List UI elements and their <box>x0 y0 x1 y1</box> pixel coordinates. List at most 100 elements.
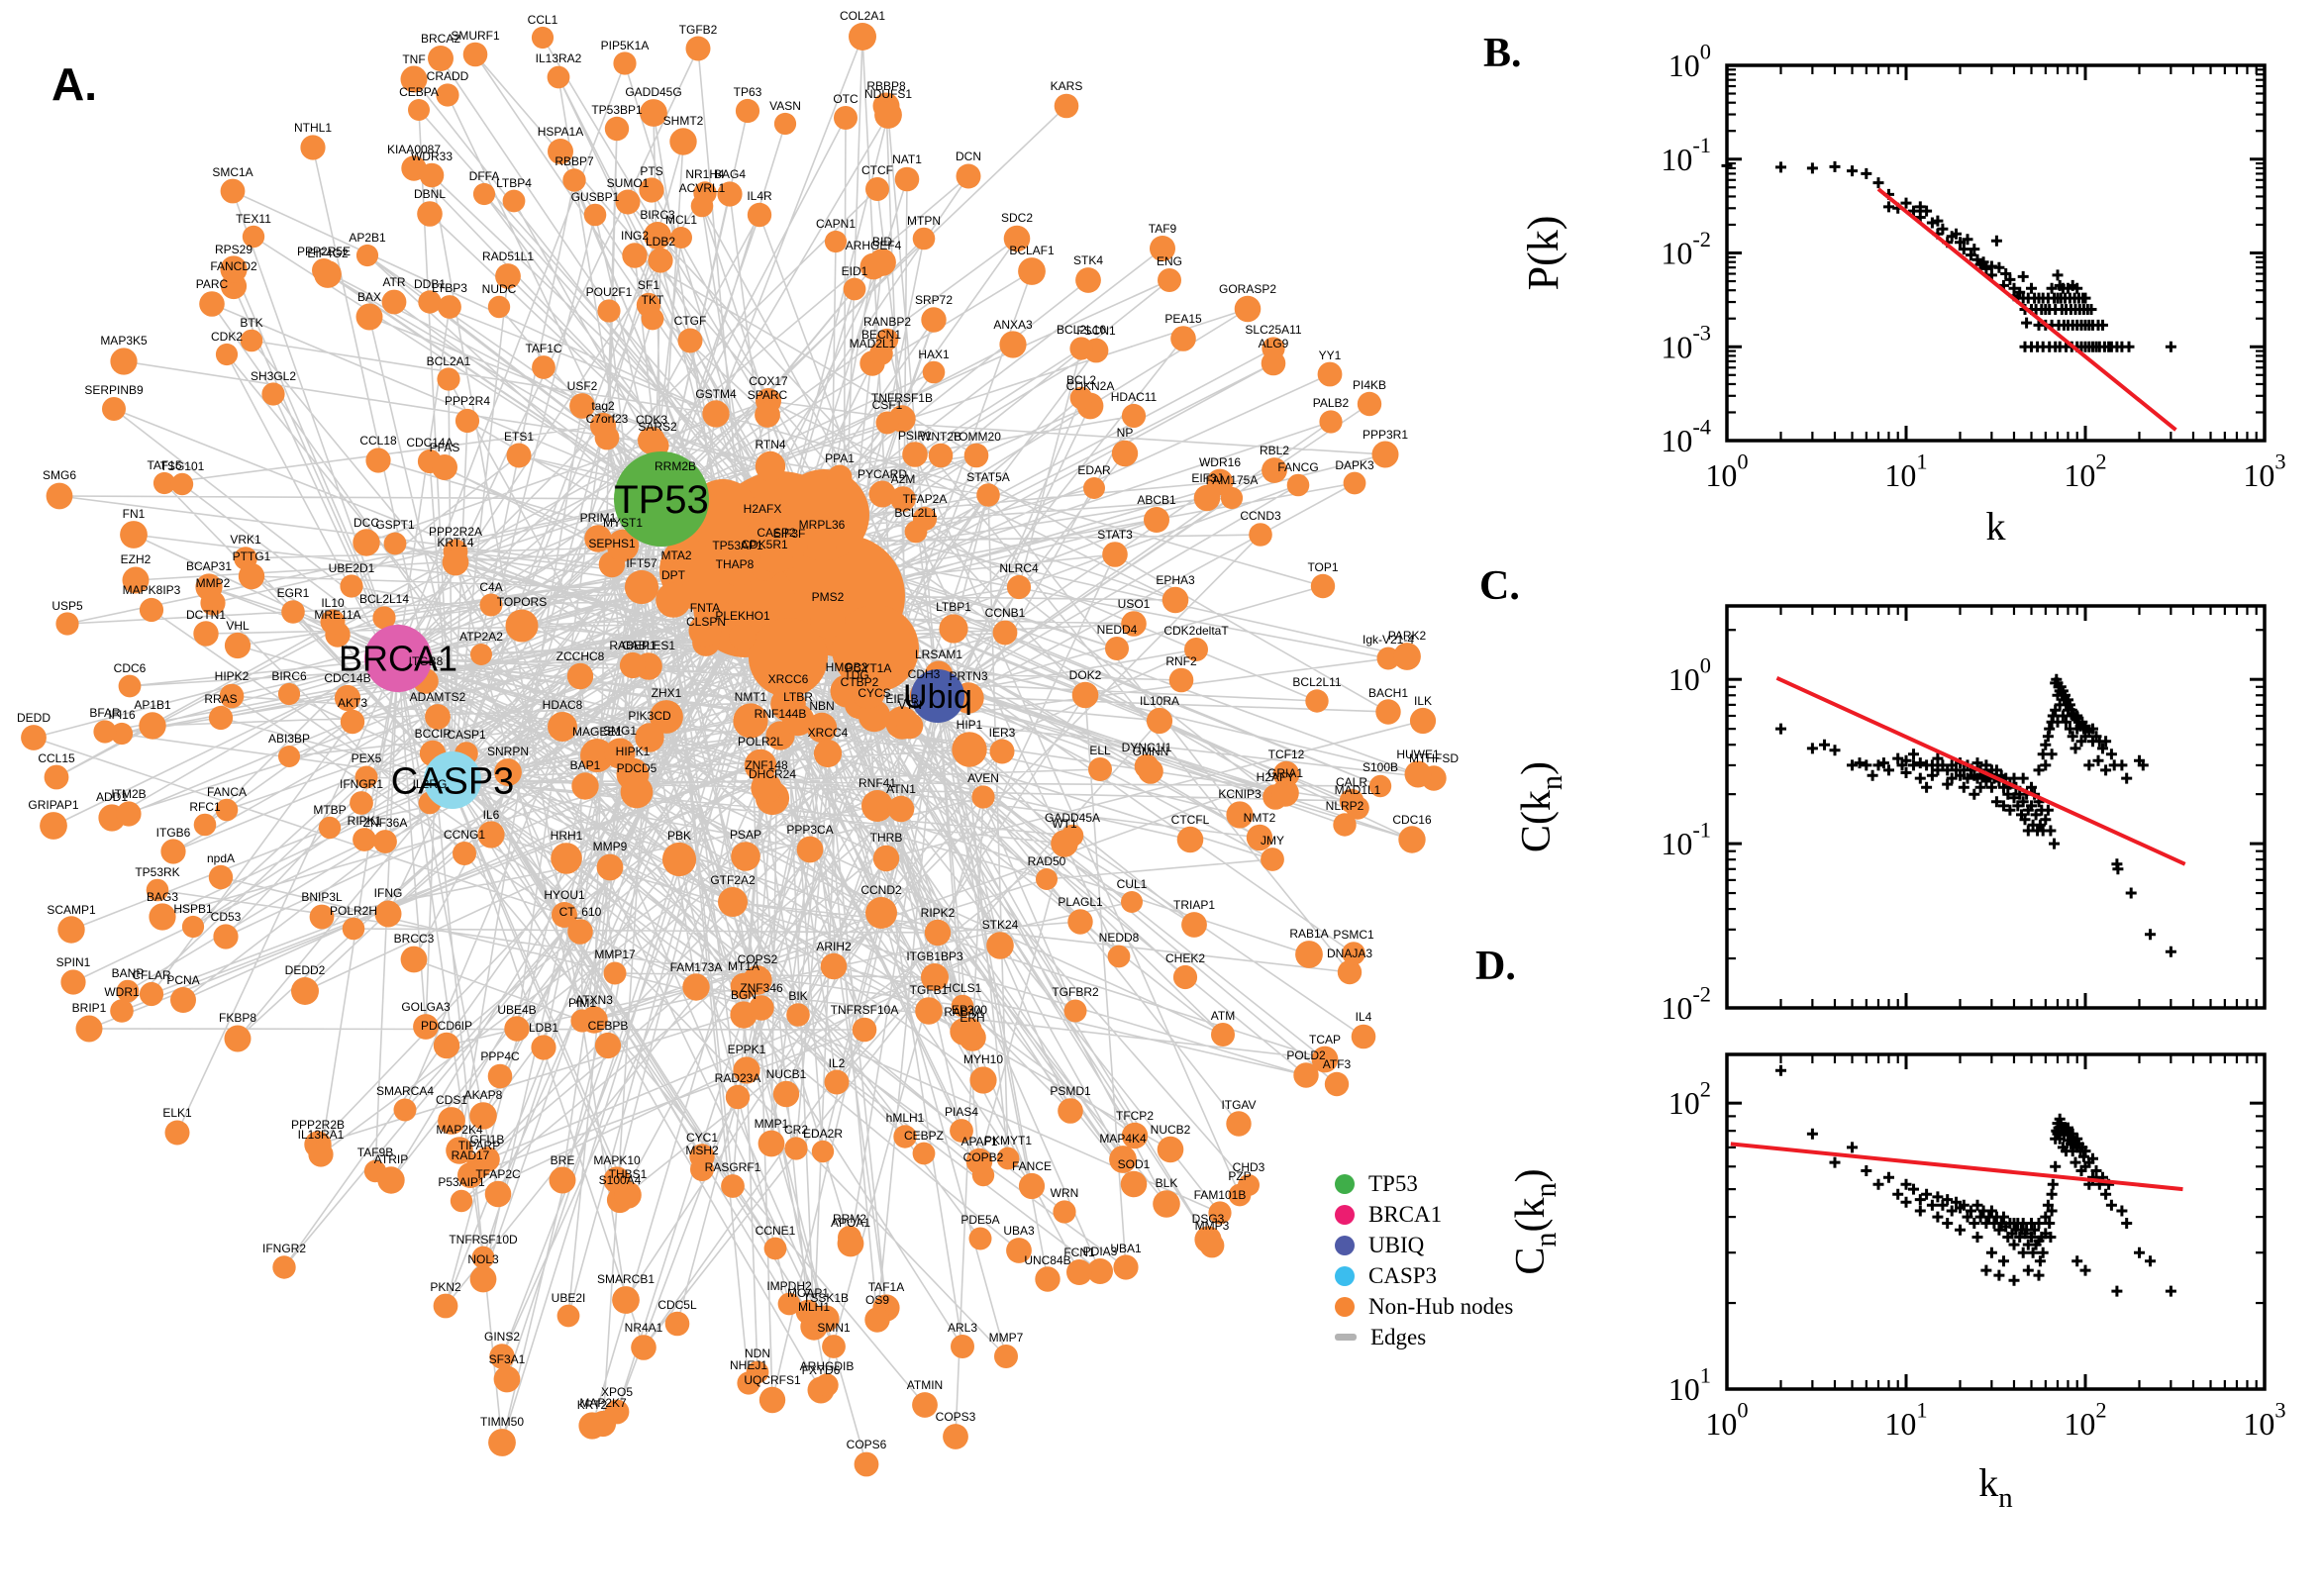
network-node <box>432 454 457 480</box>
network-node-label: KRT14 <box>437 536 473 549</box>
network-node <box>354 765 378 789</box>
network-node-label: LRSAM1 <box>915 648 962 661</box>
network-node-label: SMARCA4 <box>376 1084 434 1098</box>
network-node-label: TNFRSF1B <box>871 391 933 405</box>
network-node <box>170 472 194 496</box>
network-node-label: POLR2L <box>738 735 783 748</box>
network-node-label: GFI1B <box>470 1133 505 1147</box>
network-node-label: CCNE1 <box>756 1224 796 1238</box>
network-node-label: PDCD5 <box>617 761 657 775</box>
network-node-label: PSMD1 <box>1050 1084 1091 1098</box>
network-node-label: EIF4B <box>885 692 918 706</box>
network-node <box>116 979 140 1003</box>
network-node-label: CFLAR <box>132 968 171 982</box>
network-node-label: PRIM1 <box>580 511 617 525</box>
network-node-label: IFT57 <box>626 556 657 570</box>
network-node-label: EIF3F <box>773 527 806 541</box>
network-node-label: TOPORS <box>497 595 547 609</box>
network-node-label: CDKN2A <box>1066 379 1115 393</box>
network-node-label: HCLS1 <box>944 981 982 995</box>
network-node <box>495 263 521 289</box>
network-node-label: TP63 <box>734 85 762 99</box>
legend-item: Edges <box>1335 1322 1513 1352</box>
network-node <box>488 1429 516 1456</box>
network-node-label: PIK3CD <box>628 709 671 723</box>
y-tick-label: 100 <box>1668 39 1711 83</box>
network-node <box>55 612 79 636</box>
network-node <box>894 166 920 192</box>
network-node <box>596 853 624 881</box>
network-node-label: ITGB6 <box>156 826 191 840</box>
network-node <box>690 1157 714 1181</box>
network-node <box>806 712 838 744</box>
network-node-label: HAX1 <box>918 348 950 361</box>
network-node-label: OS9 <box>865 1293 889 1307</box>
network-node-label: PZP <box>1228 1169 1251 1183</box>
network-node-label: TAF1C <box>525 342 561 355</box>
network-node-label: FXYD6 <box>802 1363 841 1377</box>
network-node <box>852 1017 877 1043</box>
network-node-label: TAF15 <box>147 458 181 472</box>
network-node-label: TIMM50 <box>480 1415 524 1429</box>
network-node <box>240 329 263 352</box>
network-node <box>122 566 150 594</box>
legend-swatch-edges <box>1335 1334 1357 1341</box>
network-node-label: NOL3 <box>467 1252 499 1266</box>
network-node <box>1035 1266 1060 1292</box>
network-node <box>181 915 205 939</box>
network-node-label: BLK <box>1156 1176 1178 1190</box>
network-node <box>952 732 987 767</box>
network-node <box>1310 573 1336 599</box>
network-node-label: NLRC4 <box>999 561 1039 575</box>
legend-swatch-tp53 <box>1335 1173 1355 1194</box>
network-node <box>1006 574 1032 600</box>
network-node-label: ZCCHC8 <box>556 649 605 663</box>
network-node <box>215 798 239 822</box>
x-axis-label: kn <box>1978 1460 2012 1514</box>
network-node <box>433 1293 458 1319</box>
network-node-label: TFAP2A <box>903 492 948 506</box>
network-node <box>340 709 365 735</box>
network-node-label: GTF2A2 <box>710 873 756 887</box>
network-node-label: BRCC3 <box>394 932 435 946</box>
y-tick-label: 10-2 <box>1661 227 1711 271</box>
network-node-label: MMP1 <box>755 1117 789 1131</box>
network-node <box>1261 848 1284 871</box>
network-node-label: LDB1 <box>529 1021 558 1035</box>
network-node-label: DCC <box>354 516 379 530</box>
network-node-label: MMP3 <box>1195 1219 1230 1233</box>
network-node-label: VTN <box>898 698 922 712</box>
network-node-label: FAM173A <box>670 960 723 974</box>
network-node-label: PSAP <box>730 828 761 842</box>
network-node-label: FCN1 <box>1063 1246 1095 1259</box>
network-node <box>489 1344 515 1369</box>
network-node <box>57 916 85 944</box>
network-node <box>747 516 778 548</box>
network-node-label: ARL3 <box>948 1321 977 1335</box>
network-node <box>950 1018 977 1046</box>
network-node <box>1168 667 1194 693</box>
network-node <box>638 427 665 454</box>
network-node <box>353 529 380 556</box>
network-node <box>751 772 782 804</box>
network-node-label: SUMO1 <box>607 176 650 190</box>
network-node <box>413 1014 439 1040</box>
network-node-label: SMG6 <box>43 468 76 482</box>
network-node-label: ING2 <box>621 229 649 243</box>
network-node <box>619 651 647 679</box>
network-node-label: TFAP2C <box>475 1167 521 1181</box>
network-node <box>1134 753 1160 779</box>
network-node <box>372 606 396 630</box>
network-node-label: HDAC11 <box>1111 390 1158 404</box>
network-node <box>902 442 928 467</box>
x-tick-label: 103 <box>2243 449 2285 493</box>
network-node-label: BGN <box>731 988 757 1002</box>
network-node <box>400 946 428 973</box>
network-node <box>504 1016 530 1042</box>
network-node-label: CD53 <box>211 910 242 924</box>
network-node-label: SMG1 <box>603 724 637 738</box>
network-node <box>912 1392 938 1418</box>
network-node <box>570 1009 594 1033</box>
